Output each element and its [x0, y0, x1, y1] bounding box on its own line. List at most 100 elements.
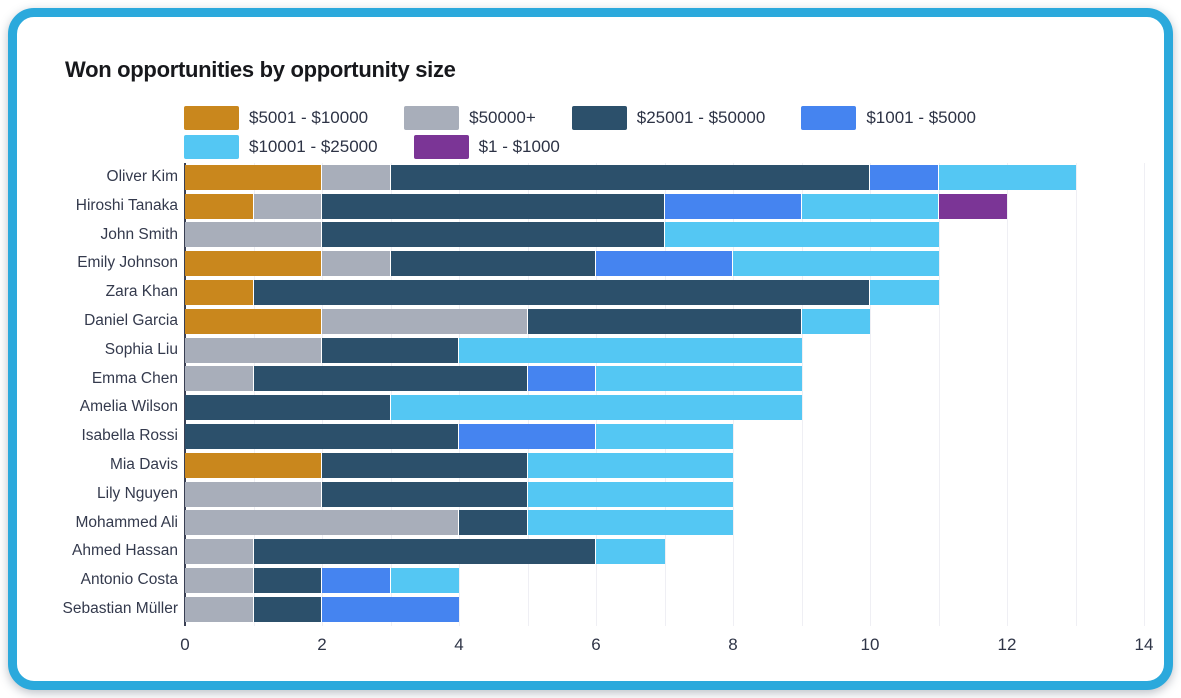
bar-segment[interactable] — [938, 164, 1076, 190]
gridline — [664, 163, 666, 626]
gridline — [527, 163, 529, 626]
bar-segment[interactable] — [185, 308, 322, 334]
bar-segment[interactable] — [527, 510, 733, 536]
category-axis: Oliver Kim Hiroshi Tanaka John Smith Emily … — [17, 163, 178, 624]
value-axis: 0 2 4 6 8 10 12 14 — [180, 635, 1153, 661]
bar-segment[interactable] — [185, 424, 459, 450]
bar-row — [185, 163, 1144, 192]
legend-swatch-icon — [413, 135, 469, 159]
legend-swatch-icon — [184, 106, 239, 130]
stacked-bar — [185, 337, 1144, 363]
bar-segment[interactable] — [322, 596, 459, 622]
bar-segment[interactable] — [322, 193, 665, 219]
bar-segment[interactable] — [185, 539, 254, 565]
bar-segment[interactable] — [185, 164, 322, 190]
bar-segment[interactable] — [664, 222, 939, 248]
legend-swatch-icon — [184, 135, 239, 159]
bar-row — [185, 595, 1144, 624]
bar-segment[interactable] — [322, 481, 528, 507]
x-tick-label: 4 — [454, 635, 464, 654]
bar-segment[interactable] — [870, 164, 939, 190]
bar-segment[interactable] — [322, 251, 391, 277]
gridline — [801, 163, 803, 626]
legend-item[interactable]: $1001 - $5000 — [801, 106, 976, 130]
legend-item[interactable]: $25001 - $50000 — [571, 106, 765, 130]
bar-segment[interactable] — [185, 596, 254, 622]
stacked-bar — [185, 308, 1144, 334]
bar-segment[interactable] — [527, 308, 802, 334]
x-tick-label: 12 — [997, 635, 1017, 654]
bar-segment[interactable] — [527, 452, 733, 478]
bar-segment[interactable] — [185, 568, 254, 594]
bar-segment[interactable] — [185, 193, 254, 219]
bar-row — [185, 307, 1144, 336]
bar-segment[interactable] — [596, 366, 802, 392]
bar-row — [185, 451, 1144, 480]
bar-segment[interactable] — [322, 568, 391, 594]
category-label: Mia Davis — [109, 455, 178, 473]
bar-segment[interactable] — [870, 280, 939, 306]
bar-segment[interactable] — [253, 539, 596, 565]
legend-label: $10001 - $25000 — [249, 137, 378, 156]
bar-segment[interactable] — [527, 366, 596, 392]
category-label: Emily Johnson — [77, 254, 178, 272]
bar-row — [185, 509, 1144, 538]
bar-segment[interactable] — [596, 424, 733, 450]
bar-segment[interactable] — [185, 452, 322, 478]
legend-item[interactable]: $5001 - $10000 — [184, 106, 368, 130]
bar-segment[interactable] — [253, 568, 322, 594]
bar-segment[interactable] — [733, 251, 939, 277]
bar-segment[interactable] — [185, 222, 322, 248]
x-tick-label: 8 — [728, 635, 738, 654]
bar-segment[interactable] — [185, 510, 459, 536]
bar-segment[interactable] — [596, 539, 665, 565]
bar-segment[interactable] — [459, 424, 596, 450]
stacked-bar — [185, 395, 1144, 421]
bars-track — [184, 163, 1145, 626]
stacked-bar — [185, 164, 1144, 190]
bar-segment[interactable] — [185, 395, 391, 421]
bar-segment[interactable] — [938, 193, 1007, 219]
legend-label: $5001 - $10000 — [249, 108, 369, 127]
chart-card: Won opportunities by opportunity size $5… — [8, 8, 1173, 690]
x-tick-label: 0 — [180, 635, 190, 654]
bar-segment[interactable] — [596, 251, 733, 277]
stacked-bar — [185, 452, 1144, 478]
bar-segment[interactable] — [390, 164, 870, 190]
bar-segment[interactable] — [253, 366, 528, 392]
bar-segment[interactable] — [253, 280, 870, 306]
legend-item[interactable]: $50000+ — [404, 106, 536, 130]
bar-segment[interactable] — [801, 308, 870, 334]
bar-segment[interactable] — [322, 164, 391, 190]
x-tick-label: 14 — [1134, 635, 1154, 654]
bar-segment[interactable] — [185, 251, 322, 277]
legend-swatch-icon — [801, 106, 857, 130]
bar-segment[interactable] — [185, 280, 254, 306]
bar-segment[interactable] — [322, 308, 528, 334]
bar-segment[interactable] — [253, 193, 322, 219]
bar-row — [185, 365, 1144, 394]
legend-item[interactable]: $1 - $1000 — [413, 135, 560, 159]
legend-item[interactable]: $10001 - $25000 — [184, 135, 378, 159]
bar-segment[interactable] — [664, 193, 802, 219]
bar-segment[interactable] — [322, 337, 459, 363]
bar-segment[interactable] — [322, 222, 665, 248]
bar-segment[interactable] — [185, 481, 322, 507]
chart-title: Won opportunities by opportunity size — [65, 57, 456, 82]
bar-segment[interactable] — [527, 481, 733, 507]
y-axis-line — [184, 163, 186, 626]
bar-segment[interactable] — [185, 366, 254, 392]
bar-segment[interactable] — [459, 337, 802, 363]
gridline — [390, 163, 392, 626]
bar-segment[interactable] — [390, 251, 596, 277]
bar-segment[interactable] — [459, 510, 528, 536]
x-tick-label: 6 — [591, 635, 601, 654]
bar-row — [185, 249, 1144, 278]
bar-segment[interactable] — [322, 452, 528, 478]
bar-segment[interactable] — [185, 337, 322, 363]
bar-segment[interactable] — [801, 193, 939, 219]
gridline — [253, 163, 255, 626]
bar-segment[interactable] — [390, 568, 459, 594]
bar-segment[interactable] — [390, 395, 802, 421]
bar-segment[interactable] — [253, 596, 322, 622]
